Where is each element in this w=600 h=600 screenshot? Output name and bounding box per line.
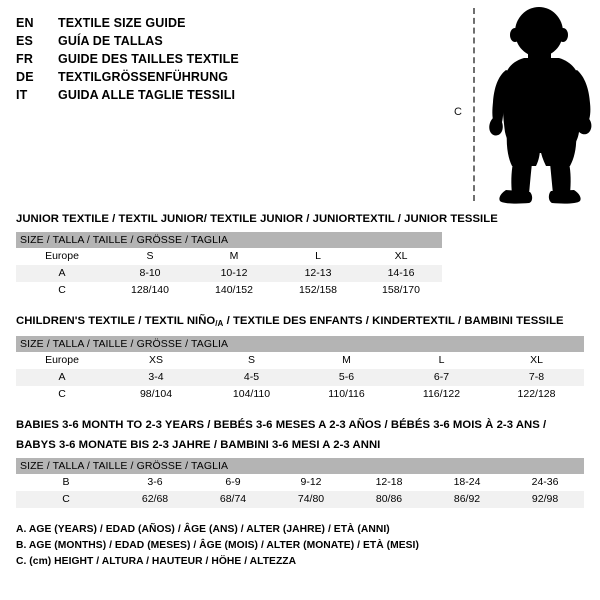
table-cell: 8-10 [108, 265, 192, 282]
table-cell: 98/104 [108, 386, 204, 403]
table-row: C 98/104 104/110 110/116 116/122 122/128 [16, 386, 584, 403]
table-cell: 158/170 [360, 282, 443, 299]
row-label: A [16, 265, 108, 282]
header-area: EN TEXTILE SIZE GUIDE ES GUÍA DE TALLAS … [0, 0, 600, 208]
table-cell: 12-13 [276, 265, 360, 282]
row-label: C [16, 282, 108, 299]
section-title-children: CHILDREN'S TEXTILE / TEXTIL NIÑO/A / TEX… [16, 314, 584, 331]
language-code: IT [16, 88, 28, 102]
section-title-babies-line2: BABYS 3-6 MONATE BIS 2-3 JAHRE / BAMBINI… [16, 439, 381, 451]
table-cell: 62/68 [116, 491, 194, 508]
language-code: EN [16, 16, 34, 30]
language-title: GUÍA DE TALLAS [58, 34, 163, 48]
table-cell: 6-7 [394, 369, 489, 386]
table-cell: 110/116 [299, 386, 394, 403]
section-title-children-pre: CHILDREN'S TEXTILE / TEXTIL NIÑO [16, 315, 216, 327]
table-cell: L [394, 352, 489, 369]
table-cell: 152/158 [276, 282, 360, 299]
section-title-babies-line1: BABIES 3-6 MONTH TO 2-3 YEARS / BEBÉS 3-… [16, 419, 547, 431]
row-label: C [16, 386, 108, 403]
section-title-children-post: / TEXTILE DES ENFANTS / KINDERTEXTIL / B… [223, 315, 564, 327]
size-table-children: SIZE / TALLA / TAILLE / GRÖSSE / TAGLIA … [16, 336, 584, 403]
height-measure-label: C [454, 106, 463, 118]
table-cell: 104/110 [204, 386, 299, 403]
language-row: DE TEXTILGRÖSSENFÜHRUNG [16, 68, 416, 86]
table-cell: 5-6 [299, 369, 394, 386]
table-row: C 62/68 68/74 74/80 80/86 86/92 92/98 [16, 491, 585, 508]
language-code: DE [16, 70, 34, 84]
language-title-list: EN TEXTILE SIZE GUIDE ES GUÍA DE TALLAS … [16, 14, 416, 104]
table-cell: 18-24 [428, 474, 506, 491]
table-cell: 7-8 [489, 369, 584, 386]
table-cell: XL [489, 352, 584, 369]
height-dashed-line-icon [473, 8, 475, 201]
table-cell: 12-18 [350, 474, 428, 491]
language-row: EN TEXTILE SIZE GUIDE [16, 14, 416, 32]
table-band-row: SIZE / TALLA / TAILLE / GRÖSSE / TAGLIA [16, 336, 584, 352]
table-cell: 68/74 [194, 491, 272, 508]
section-title-junior: JUNIOR TEXTILE / TEXTIL JUNIOR/ TEXTILE … [16, 213, 498, 225]
size-table-junior: SIZE / TALLA / TAILLE / GRÖSSE / TAGLIA … [16, 232, 443, 299]
row-label: A [16, 369, 108, 386]
table-cell: S [204, 352, 299, 369]
table-band-row: SIZE / TALLA / TAILLE / GRÖSSE / TAGLIA [16, 232, 443, 248]
section-babies-textile: BABIES 3-6 MONTH TO 2-3 YEARS / BEBÉS 3-… [0, 418, 600, 508]
table-cell: 6-9 [194, 474, 272, 491]
table-cell: 140/152 [192, 282, 276, 299]
legend-line-b: B. AGE (MONTHS) / EDAD (MESES) / ÂGE (MO… [16, 540, 419, 551]
row-label: C [16, 491, 116, 508]
height-measurement-figure: C [440, 0, 600, 208]
table-cell: 3-4 [108, 369, 204, 386]
table-cell: 10-12 [192, 265, 276, 282]
table-cell: 3-6 [116, 474, 194, 491]
table-cell: 116/122 [394, 386, 489, 403]
child-silhouette-icon [489, 7, 592, 204]
table-cell: 92/98 [506, 491, 585, 508]
legend-line-a: A. AGE (YEARS) / EDAD (AÑOS) / ÂGE (ANS)… [16, 524, 390, 535]
table-cell: 122/128 [489, 386, 584, 403]
table-band-label: SIZE / TALLA / TAILLE / GRÖSSE / TAGLIA [16, 232, 443, 248]
table-row: Europe S M L XL [16, 248, 443, 265]
table-cell: 4-5 [204, 369, 299, 386]
table-cell: 9-12 [272, 474, 350, 491]
table-cell: 14-16 [360, 265, 443, 282]
language-row: IT GUIDA ALLE TAGLIE TESSILI [16, 86, 416, 104]
table-row: A 8-10 10-12 12-13 14-16 [16, 265, 443, 282]
table-row: Europe XS S M L XL [16, 352, 584, 369]
size-table-babies: SIZE / TALLA / TAILLE / GRÖSSE / TAGLIA … [16, 458, 585, 508]
legend-line-c: C. (cm) HEIGHT / ALTURA / HAUTEUR / HÖHE… [16, 556, 297, 567]
table-cell: L [276, 248, 360, 265]
language-code: ES [16, 34, 34, 48]
row-label: Europe [16, 352, 108, 369]
table-cell: 86/92 [428, 491, 506, 508]
table-band-row: SIZE / TALLA / TAILLE / GRÖSSE / TAGLIA [16, 458, 585, 474]
section-junior-textile: JUNIOR TEXTILE / TEXTIL JUNIOR/ TEXTILE … [0, 212, 600, 299]
table-cell: XS [108, 352, 204, 369]
language-row: FR GUIDE DES TAILLES TEXTILE [16, 50, 416, 68]
table-cell: 128/140 [108, 282, 192, 299]
language-code: FR [16, 52, 34, 66]
section-title-children-sub: /A [215, 319, 224, 328]
language-title: TEXTILE SIZE GUIDE [58, 16, 186, 30]
language-title: TEXTILGRÖSSENFÜHRUNG [58, 70, 229, 84]
table-cell: M [192, 248, 276, 265]
table-row: B 3-6 6-9 9-12 12-18 18-24 24-36 [16, 474, 585, 491]
language-title: GUIDE DES TAILLES TEXTILE [58, 52, 239, 66]
table-band-label: SIZE / TALLA / TAILLE / GRÖSSE / TAGLIA [16, 336, 584, 352]
row-label: B [16, 474, 116, 491]
table-band-label: SIZE / TALLA / TAILLE / GRÖSSE / TAGLIA [16, 458, 585, 474]
table-row: A 3-4 4-5 5-6 6-7 7-8 [16, 369, 584, 386]
table-cell: S [108, 248, 192, 265]
table-cell: 74/80 [272, 491, 350, 508]
table-cell: XL [360, 248, 443, 265]
table-cell: M [299, 352, 394, 369]
table-row: C 128/140 140/152 152/158 158/170 [16, 282, 443, 299]
table-cell: 24-36 [506, 474, 585, 491]
legend-block: A. AGE (YEARS) / EDAD (AÑOS) / ÂGE (ANS)… [0, 522, 600, 570]
row-label: Europe [16, 248, 108, 265]
language-title: GUIDA ALLE TAGLIE TESSILI [58, 88, 236, 102]
table-cell: 80/86 [350, 491, 428, 508]
section-childrens-textile: CHILDREN'S TEXTILE / TEXTIL NIÑO/A / TEX… [0, 314, 600, 403]
language-row: ES GUÍA DE TALLAS [16, 32, 416, 50]
